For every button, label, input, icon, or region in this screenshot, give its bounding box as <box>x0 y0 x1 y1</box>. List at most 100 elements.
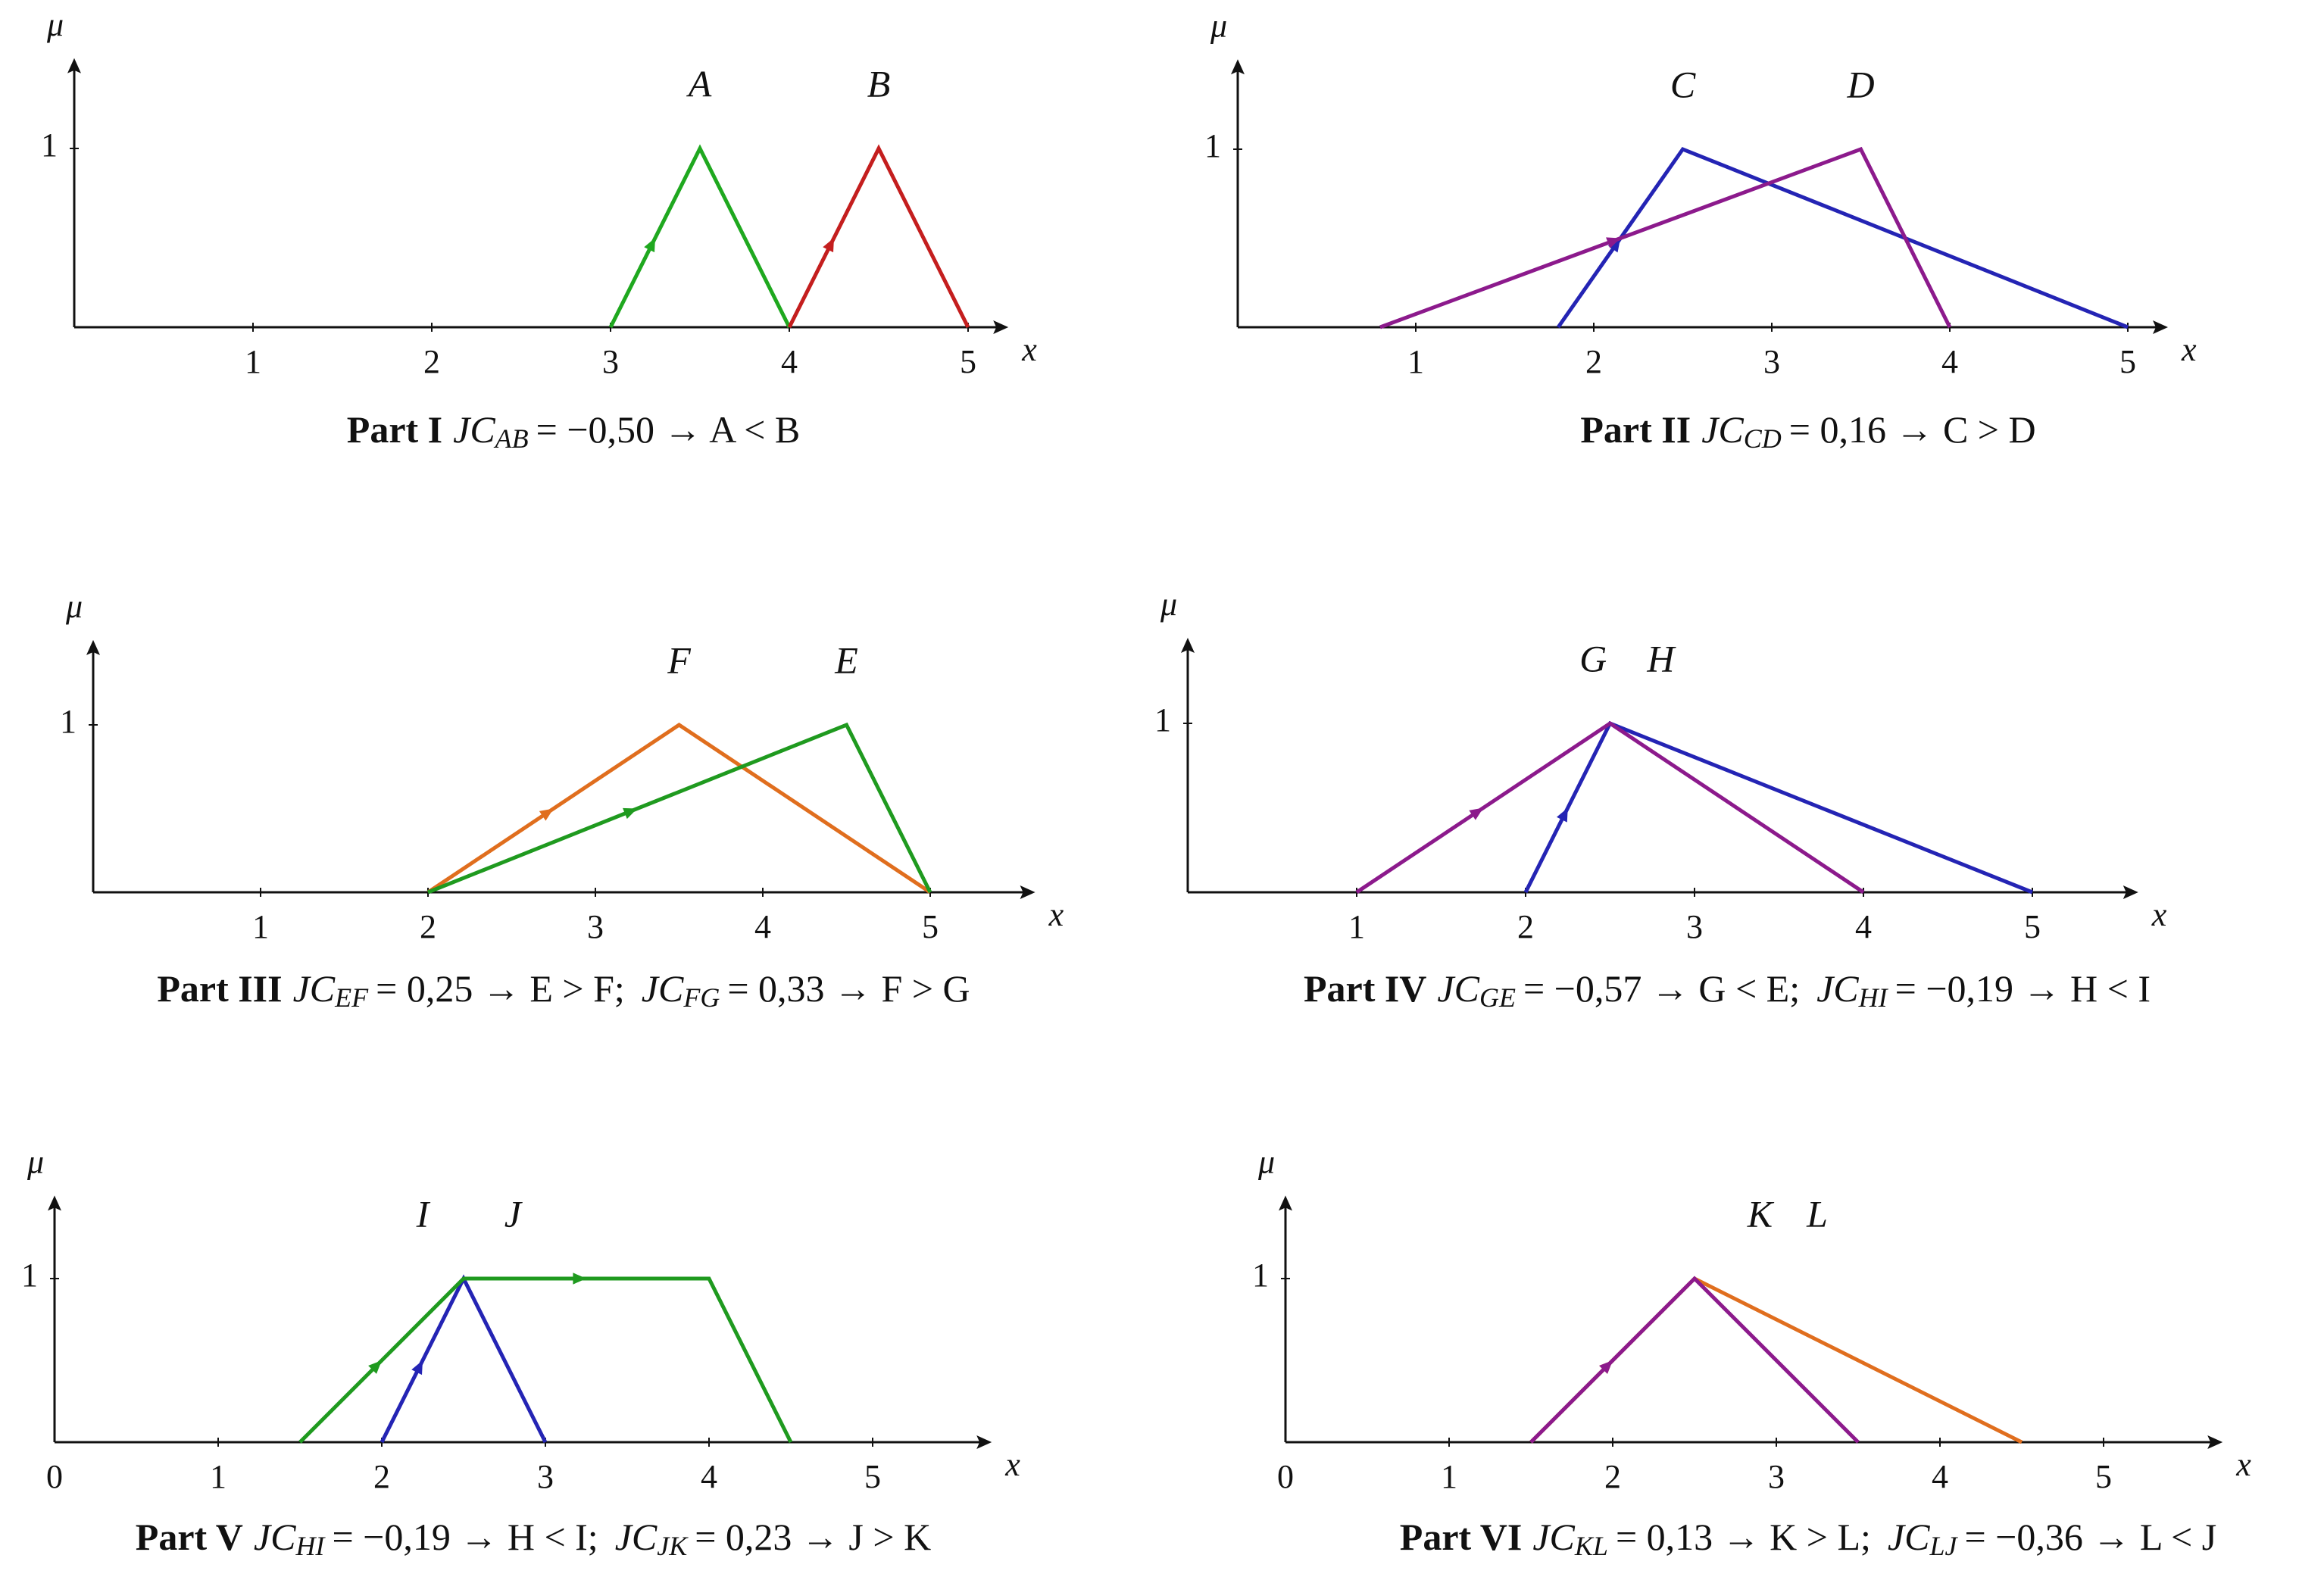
x-tick-label: 5 <box>2119 343 2136 380</box>
x-tick-label: 2 <box>1517 908 1534 945</box>
arrow-head <box>1556 807 1568 823</box>
x-axis-arrow <box>2123 885 2138 899</box>
caption: Part III JCEF = 0,25 → E > F; JCFG = 0,33 → … <box>157 967 970 1013</box>
x-tick-label: 1 <box>210 1458 226 1495</box>
y-axis-label: μ <box>65 588 83 625</box>
caption-rest: = 0,16 → C > D <box>1789 408 2036 451</box>
y-tick-label: 1 <box>1154 701 1171 739</box>
arrow-head <box>623 807 638 820</box>
x-tick-label: 5 <box>2095 1458 2112 1495</box>
caption-rest: = −0,19 → H < I; <box>332 1516 598 1558</box>
series-line <box>1529 1276 1860 1444</box>
caption: Part IV JCGE = −0,57 → G < E; JCHI = −0,19 →… <box>1304 967 2151 1013</box>
series-label: E <box>834 639 858 681</box>
caption-term: JC <box>642 967 684 1010</box>
caption-sub: HI <box>1858 982 1889 1013</box>
caption-term: JC <box>615 1516 658 1558</box>
x-axis-label: x <box>2151 896 2167 933</box>
x-tick-label: 2 <box>420 908 436 945</box>
x-axis-arrow <box>976 1435 992 1449</box>
x-tick-label: 4 <box>781 343 798 380</box>
y-tick-label: 1 <box>60 703 77 740</box>
caption: Part I JCAB = −0,50 → A < B <box>347 408 800 454</box>
series-label: I <box>416 1192 431 1235</box>
x-tick-label: 1 <box>245 343 261 380</box>
caption: Part V JCHI = −0,19 → H < I; JCJK = 0,23 → J… <box>136 1516 931 1561</box>
caption-sub: CD <box>1744 423 1782 454</box>
x-tick-label: 3 <box>602 343 619 380</box>
series-label: B <box>867 62 891 105</box>
caption-sub: JK <box>657 1531 689 1561</box>
caption-label: Part VI <box>1400 1516 1523 1558</box>
x-axis-label: x <box>1004 1446 1020 1483</box>
x-tick-label: 4 <box>754 908 771 945</box>
caption-term: JC <box>1701 408 1744 451</box>
series-label: G <box>1579 637 1607 679</box>
x-axis-label: x <box>2235 1446 2251 1483</box>
x-tick-label: 3 <box>537 1458 554 1495</box>
series-line <box>380 1274 548 1444</box>
y-axis-arrow <box>48 1195 61 1211</box>
series-line <box>1379 146 1952 329</box>
caption-term: JC <box>1888 1516 1930 1558</box>
x-tick-label: 3 <box>1768 1458 1785 1495</box>
y-axis-arrow <box>1279 1195 1292 1211</box>
x-axis-label: x <box>1021 331 1037 368</box>
x-tick-label: 1 <box>1441 1458 1457 1495</box>
caption-rest: = −0,57 → G < E; <box>1523 967 1800 1010</box>
series-label: K <box>1747 1192 1775 1235</box>
caption-label: Part V <box>136 1516 243 1558</box>
x-tick-label: 1 <box>1348 908 1365 945</box>
series-line <box>427 722 932 895</box>
caption-sub: LJ <box>1929 1531 1958 1561</box>
caption: Part II JCCD = 0,16 → C > D <box>1580 408 2035 454</box>
x-tick-label: 4 <box>1855 908 1872 945</box>
y-axis-arrow <box>1181 637 1195 653</box>
series-line <box>298 1276 793 1444</box>
series-line <box>426 722 932 895</box>
x-axis-label: x <box>1048 896 1064 933</box>
x-axis-arrow <box>2207 1435 2223 1449</box>
caption-sub: AB <box>494 423 529 454</box>
caption-rest: = 0,33 → F > G <box>727 967 970 1010</box>
caption-rest: = −0,50 → A < B <box>536 408 801 451</box>
arrow-head <box>644 238 655 253</box>
x-tick-label: 2 <box>1585 343 1602 380</box>
caption-rest: = 0,13 → K > L; <box>1616 1516 1871 1558</box>
y-axis-label: μ <box>1210 7 1227 44</box>
arrow-head <box>411 1360 423 1376</box>
series-line <box>1556 146 2129 329</box>
y-tick-label: 1 <box>1204 127 1221 164</box>
y-axis-arrow <box>67 58 81 73</box>
x-axis-arrow <box>1020 885 1035 899</box>
arrow-head <box>539 808 554 821</box>
caption-term: JC <box>1532 1516 1575 1558</box>
series-label: F <box>667 639 691 681</box>
x-tick-label: 5 <box>960 343 976 380</box>
caption-sub: EF <box>334 982 369 1013</box>
series-label: D <box>1846 63 1874 105</box>
series-line <box>1355 720 1865 895</box>
y-axis-arrow <box>1231 59 1245 75</box>
x-tick-label: 2 <box>1604 1458 1621 1495</box>
x-tick-label: 4 <box>1941 343 1958 380</box>
x-tick-label: 5 <box>864 1458 881 1495</box>
x-tick-label: 0 <box>46 1458 63 1495</box>
caption-rest: = −0,19 → H < I <box>1895 967 2151 1010</box>
x-tick-label: 3 <box>1686 908 1703 945</box>
x-tick-label: 1 <box>252 908 269 945</box>
x-tick-label: 5 <box>922 908 939 945</box>
x-tick-label: 3 <box>1763 343 1780 380</box>
y-axis-label: μ <box>46 6 64 43</box>
caption: Part VI JCKL = 0,13 → K > L; JCLJ = −0,36 → … <box>1400 1516 2216 1561</box>
caption-sub: FG <box>683 982 720 1013</box>
x-axis-arrow <box>2153 320 2168 334</box>
series-label: J <box>504 1192 523 1235</box>
arrow-head <box>1606 237 1621 248</box>
x-tick-label: 0 <box>1277 1458 1294 1495</box>
caption-term: JC <box>453 408 495 451</box>
series-line <box>787 144 970 329</box>
x-tick-label: 2 <box>423 343 440 380</box>
x-tick-label: 1 <box>1407 343 1424 380</box>
